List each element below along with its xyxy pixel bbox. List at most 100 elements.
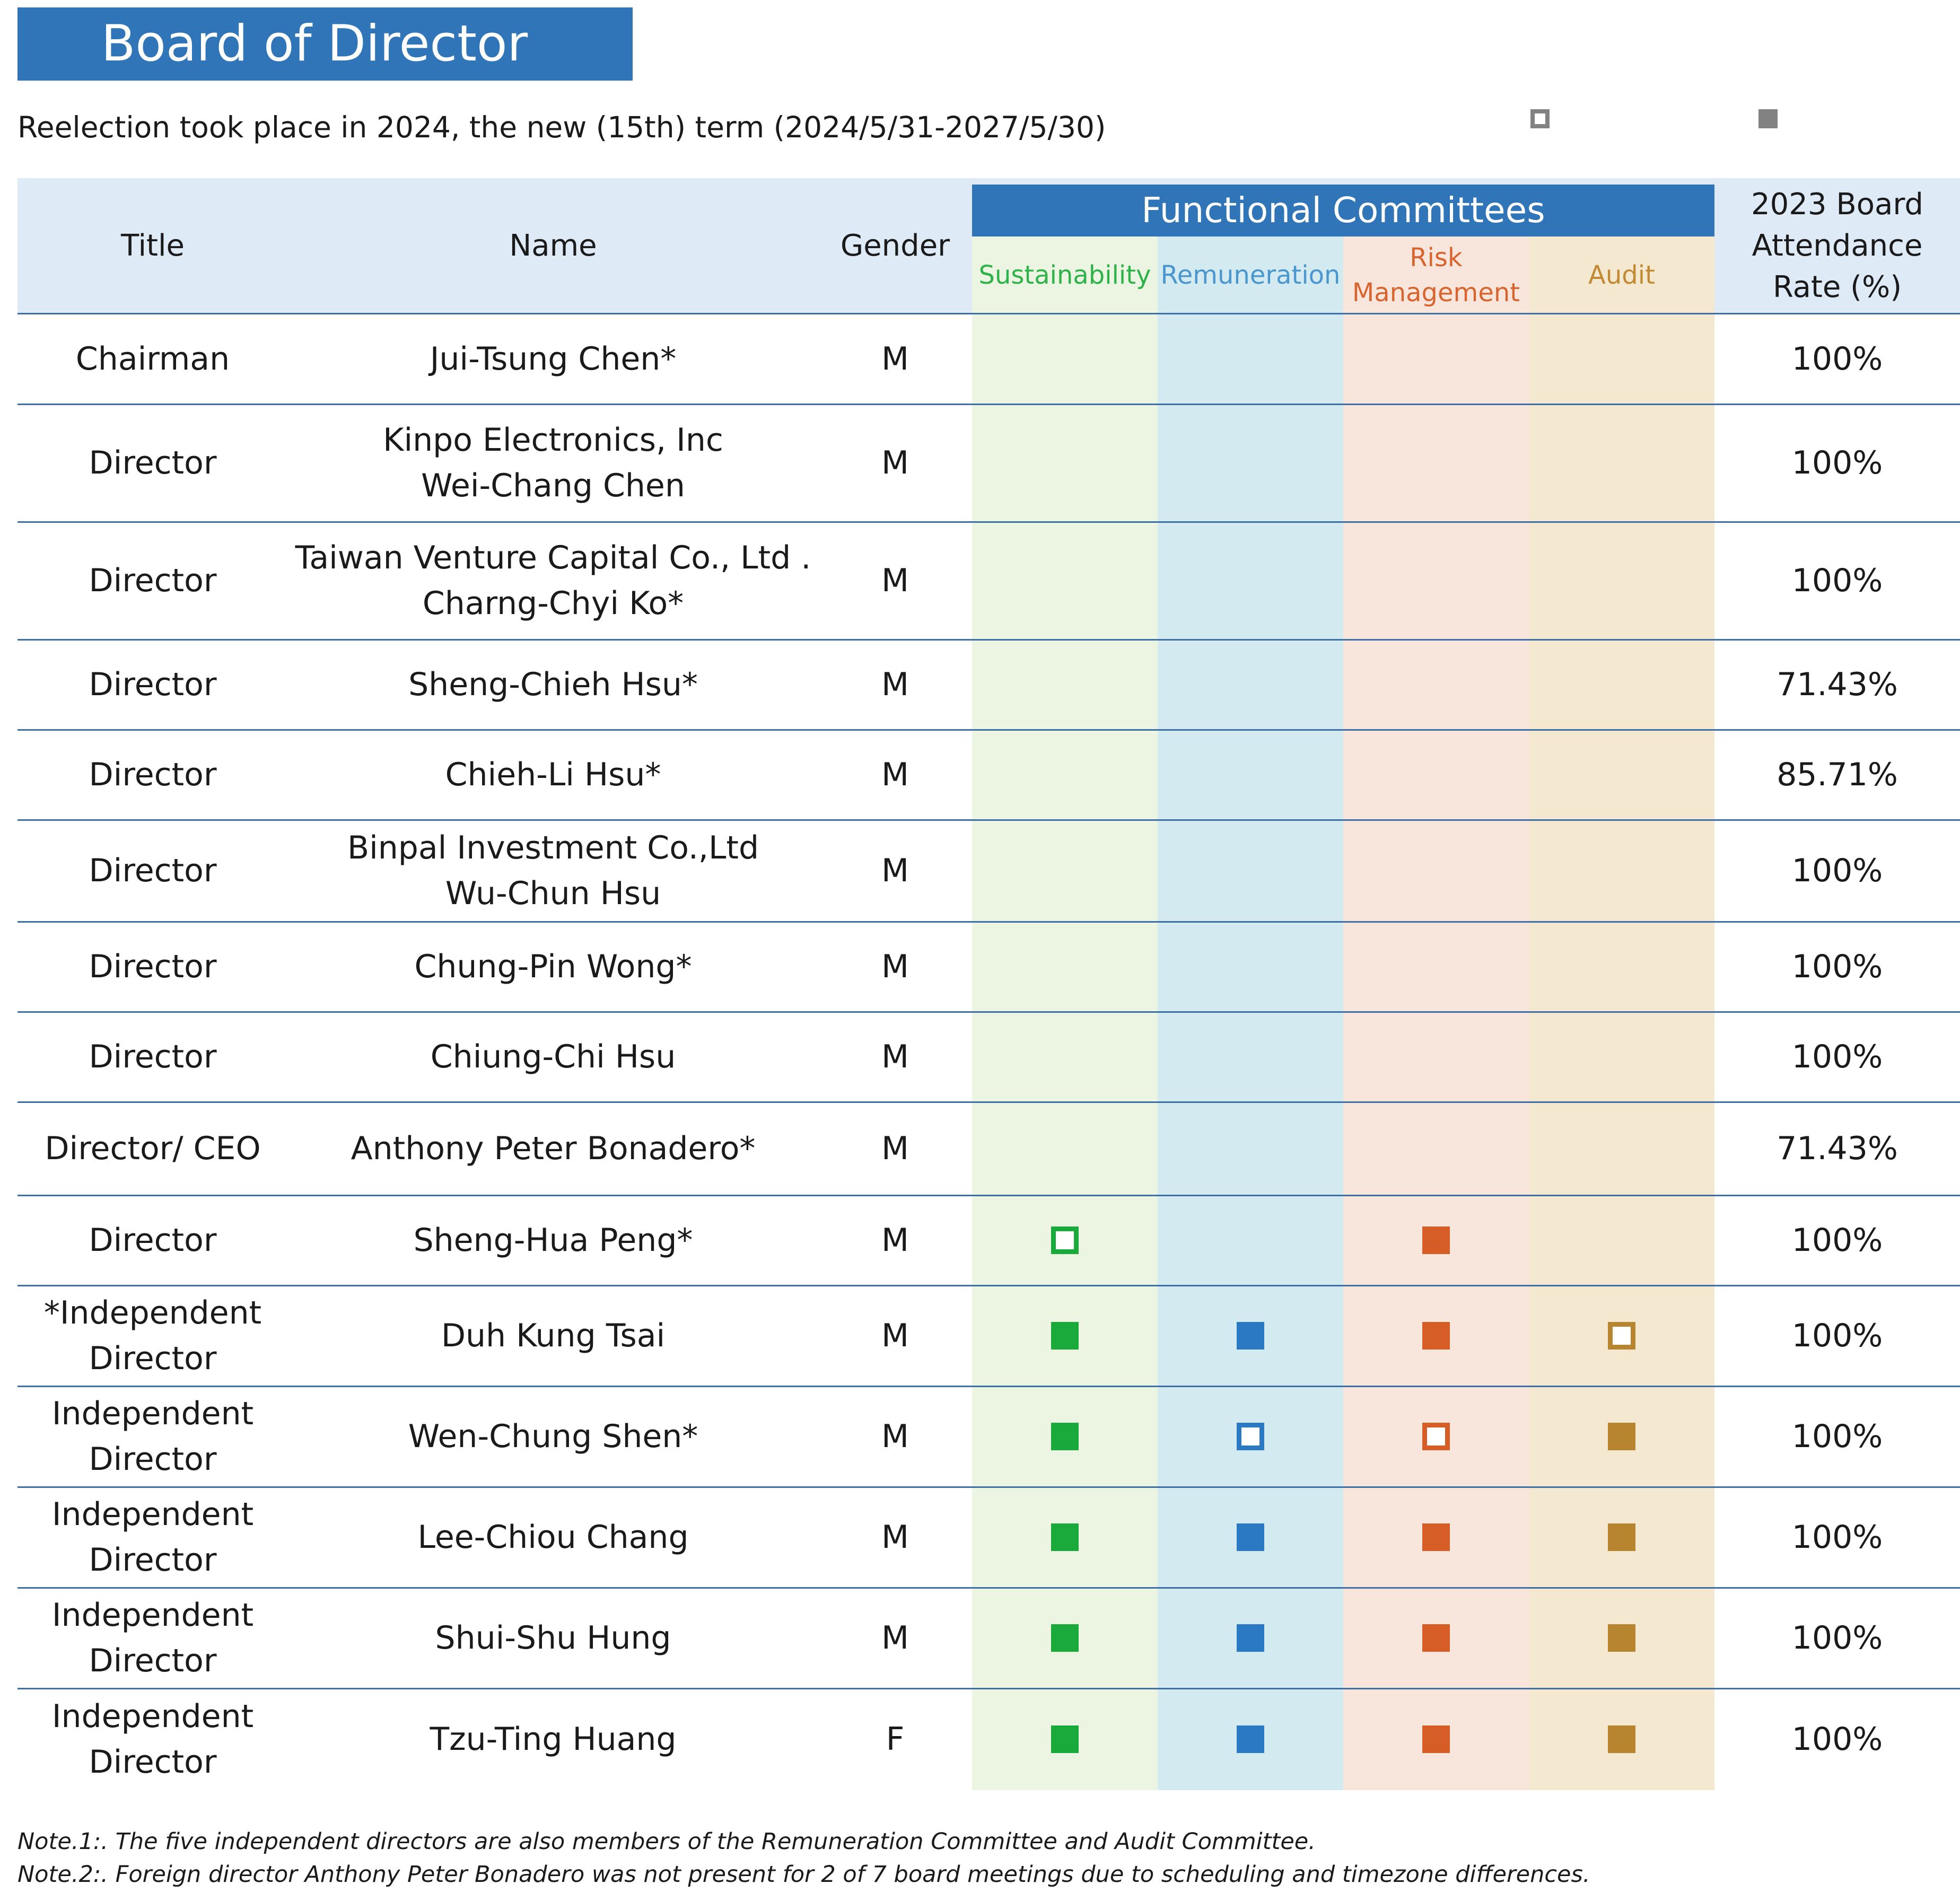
column-header-gender: Gender xyxy=(840,229,950,263)
director-name-cell: Anthony Peter Bonadero* xyxy=(351,1130,756,1167)
remuneration-membership-cell xyxy=(1158,1588,1343,1688)
risk-management-membership-cell xyxy=(1343,1102,1529,1195)
note-1: Note.1:. The five independent directors … xyxy=(18,1828,1316,1855)
remuneration-membership-cell xyxy=(1158,314,1343,404)
row-divider xyxy=(18,1285,1960,1286)
remuneration-membership-cell xyxy=(1158,922,1343,1012)
table-row: Director Sheng-Chieh Hsu* M 71.43% xyxy=(18,639,1960,731)
sustainability-membership-cell xyxy=(972,1012,1158,1102)
attendance-rate-cell: 100% xyxy=(1791,444,1883,481)
remuneration-membership-cell xyxy=(1158,1102,1343,1195)
director-name-cell: Kinpo Electronics, Inc Wei-Chang Chen xyxy=(383,422,723,504)
director-name-cell: Wen-Chung Shen* xyxy=(408,1418,698,1455)
director-title-cell: Director xyxy=(89,444,217,481)
term-subtitle: Reelection took place in 2024, the new (… xyxy=(18,110,1106,144)
sustainability-membership-cell xyxy=(972,639,1158,730)
risk-management-membership-cell xyxy=(1343,1487,1529,1588)
table-row: Director Kinpo Electronics, Inc Wei-Chang… xyxy=(18,404,1960,523)
header-divider xyxy=(18,313,1960,314)
filled-square-icon xyxy=(1051,1423,1079,1450)
filled-square-icon xyxy=(1051,1322,1079,1350)
sustainability-membership-cell xyxy=(972,1588,1158,1688)
sustainability-membership-cell xyxy=(972,1386,1158,1487)
gender-cell: M xyxy=(881,756,909,793)
director-name-cell: Lee-Chiou Chang xyxy=(417,1519,689,1556)
filled-square-icon xyxy=(1422,1322,1450,1350)
attendance-rate-cell: 100% xyxy=(1791,1038,1883,1075)
header-background xyxy=(1714,178,1960,314)
remuneration-membership-cell xyxy=(1158,820,1343,922)
audit-membership-cell xyxy=(1529,1102,1714,1195)
filled-square-icon xyxy=(1608,1423,1635,1450)
sustainability-membership-cell xyxy=(972,1285,1158,1386)
remuneration-membership-cell xyxy=(1158,730,1343,820)
risk-management-membership-cell xyxy=(1343,404,1529,522)
header-background xyxy=(18,178,972,314)
sustainability-membership-cell xyxy=(972,1487,1158,1588)
attendance-rate-cell: 100% xyxy=(1791,1418,1883,1455)
director-name-cell: Chiung-Chi Hsu xyxy=(430,1038,676,1075)
column-header-attendance: 2023 Board Attendance Rate (%) xyxy=(1751,187,1923,304)
column-header-remuneration: Remuneration xyxy=(1160,260,1341,290)
row-divider xyxy=(18,1101,1960,1103)
director-title-cell: Independent Director xyxy=(51,1395,254,1478)
director-name-cell: Shui-Shu Hung xyxy=(435,1619,671,1657)
gender-cell: M xyxy=(881,1130,909,1167)
table-row: Independent Director Wen-Chung Shen* M 100% xyxy=(18,1386,1960,1488)
risk-management-membership-cell xyxy=(1343,1195,1529,1285)
sustainability-membership-cell xyxy=(972,820,1158,922)
director-title-cell: Independent Director xyxy=(51,1496,254,1579)
table-row: Chairman Jui-Tsung Chen* M 100% xyxy=(18,314,1960,405)
table-row: Director Chung-Pin Wong* M 100% xyxy=(18,922,1960,1013)
table-row: Independent Director Lee-Chiou Chang M 100% xyxy=(18,1487,1960,1589)
filled-square-icon xyxy=(1051,1523,1079,1551)
attendance-rate-cell: 100% xyxy=(1791,1721,1883,1758)
attendance-rate-cell: 71.43% xyxy=(1777,1130,1898,1167)
sustainability-membership-cell xyxy=(972,922,1158,1012)
audit-membership-cell xyxy=(1529,820,1714,922)
attendance-rate-cell: 100% xyxy=(1791,948,1883,985)
risk-management-membership-cell xyxy=(1343,820,1529,922)
director-title-cell: Director xyxy=(89,852,217,889)
page-title: Board of Director xyxy=(18,7,633,81)
director-name-cell: Taiwan Venture Capital Co., Ltd . Charng… xyxy=(295,539,811,622)
gender-cell: M xyxy=(881,444,909,481)
functional-committees-header: Functional Committees xyxy=(972,185,1714,236)
audit-membership-cell xyxy=(1529,639,1714,730)
director-name-cell: Binpal Investment Co.,Ltd Wu-Chun Hsu xyxy=(347,829,759,912)
risk-management-membership-cell xyxy=(1343,1688,1529,1790)
row-divider xyxy=(18,1688,1960,1689)
attendance-rate-cell: 100% xyxy=(1791,340,1883,378)
sustainability-membership-cell xyxy=(972,730,1158,820)
row-divider xyxy=(18,404,1960,405)
risk-management-membership-cell xyxy=(1343,1285,1529,1386)
gender-cell: F xyxy=(886,1721,905,1758)
column-header-risk-management: Risk Management xyxy=(1352,243,1520,308)
attendance-rate-cell: 85.71% xyxy=(1777,756,1898,793)
director-name-cell: Tzu-Ting Huang xyxy=(430,1721,677,1758)
filled-square-icon xyxy=(1237,1523,1264,1551)
sustainability-membership-cell xyxy=(972,522,1158,639)
gender-cell: M xyxy=(881,666,909,703)
gender-cell: M xyxy=(881,948,909,985)
risk-management-membership-cell xyxy=(1343,922,1529,1012)
director-title-cell: Director xyxy=(89,666,217,703)
gender-cell: M xyxy=(881,1317,909,1354)
gender-cell: M xyxy=(881,340,909,378)
row-divider xyxy=(18,819,1960,821)
filled-square-icon xyxy=(1237,1322,1264,1350)
row-divider xyxy=(18,1587,1960,1589)
header-background xyxy=(1343,236,1529,314)
column-header-audit: Audit xyxy=(1588,260,1655,290)
hollow-square-icon xyxy=(1051,1227,1079,1254)
filled-square-icon xyxy=(1422,1227,1450,1254)
row-divider xyxy=(18,521,1960,523)
director-name-cell: Duh Kung Tsai xyxy=(441,1317,666,1354)
filled-square-icon xyxy=(1051,1725,1079,1753)
header-background xyxy=(1529,236,1714,314)
audit-membership-cell xyxy=(1529,404,1714,522)
filled-square-icon xyxy=(1422,1725,1450,1753)
table-row: *Independent Director Duh Kung Tsai M 100% xyxy=(18,1285,1960,1387)
legend-filled-square-icon xyxy=(1758,109,1778,128)
director-name-cell: Sheng-Hua Peng* xyxy=(413,1222,693,1259)
